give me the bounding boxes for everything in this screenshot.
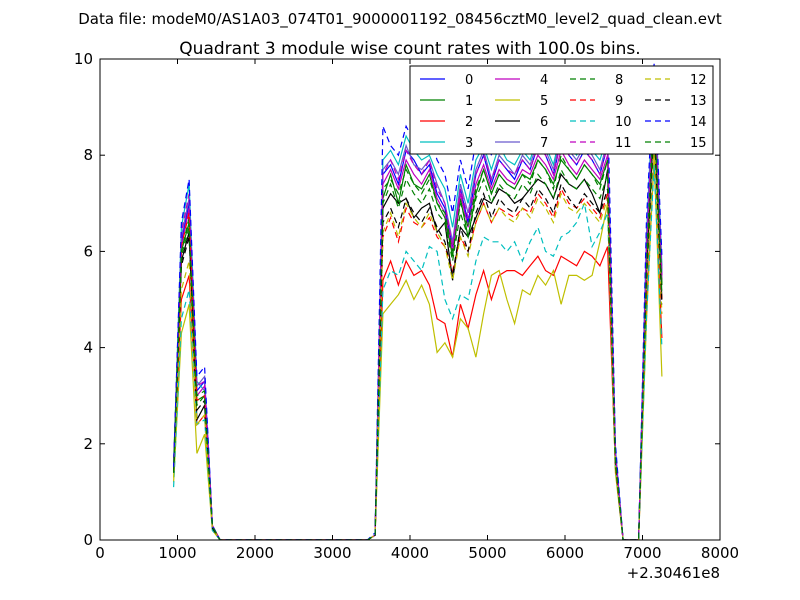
x-tick-label: 3000: [313, 544, 351, 562]
x-offset-label: +2.30461e8: [627, 564, 720, 582]
series-line-4: [173, 92, 663, 540]
legend-label-15: 15: [690, 136, 707, 151]
legend-label-0: 0: [465, 73, 473, 88]
series-line-1: [173, 107, 663, 540]
legend-label-2: 2: [465, 115, 473, 130]
x-tick-label: 2000: [236, 544, 274, 562]
legend-label-8: 8: [615, 73, 623, 88]
series-line-15: [173, 111, 663, 540]
legend-label-7: 7: [540, 136, 548, 151]
legend-label-14: 14: [690, 115, 707, 130]
chart-title: Quadrant 3 module wise count rates with …: [179, 39, 640, 59]
legend-label-6: 6: [540, 115, 548, 130]
x-tick-label: 7000: [623, 544, 661, 562]
legend-label-3: 3: [465, 136, 473, 151]
legend-label-4: 4: [540, 73, 548, 88]
x-tick-label: 0: [95, 544, 105, 562]
x-tick-label: 5000: [468, 544, 506, 562]
y-tick-label: 8: [83, 146, 93, 164]
legend-label-10: 10: [615, 115, 632, 130]
series-line-8: [173, 102, 663, 540]
x-tick-label: 8000: [701, 544, 739, 562]
y-tick-label: 2: [83, 435, 93, 453]
x-tick-label: 6000: [546, 544, 584, 562]
series-line-11: [173, 87, 663, 540]
legend-label-9: 9: [615, 94, 623, 109]
series-line-2: [173, 159, 663, 540]
legend-box: [409, 65, 714, 155]
series-line-13: [173, 126, 663, 540]
legend-label-13: 13: [690, 94, 707, 109]
x-tick-label: 1000: [158, 544, 196, 562]
x-tick-label: 4000: [391, 544, 429, 562]
series-line-9: [173, 121, 663, 540]
legend-label-11: 11: [615, 136, 632, 151]
y-tick-label: 6: [83, 242, 93, 260]
legend-label-5: 5: [540, 94, 548, 109]
series-line-5: [173, 155, 663, 540]
data-file-suptitle: Data file: modeM0/AS1A03_074T01_90000011…: [78, 10, 722, 29]
y-tick-label: 10: [74, 50, 93, 68]
series-line-12: [173, 135, 663, 540]
y-tick-label: 4: [83, 339, 93, 357]
legend-label-1: 1: [465, 94, 473, 109]
y-tick-label: 0: [83, 531, 93, 549]
legend-label-12: 12: [690, 73, 707, 88]
series-line-10: [173, 164, 663, 540]
